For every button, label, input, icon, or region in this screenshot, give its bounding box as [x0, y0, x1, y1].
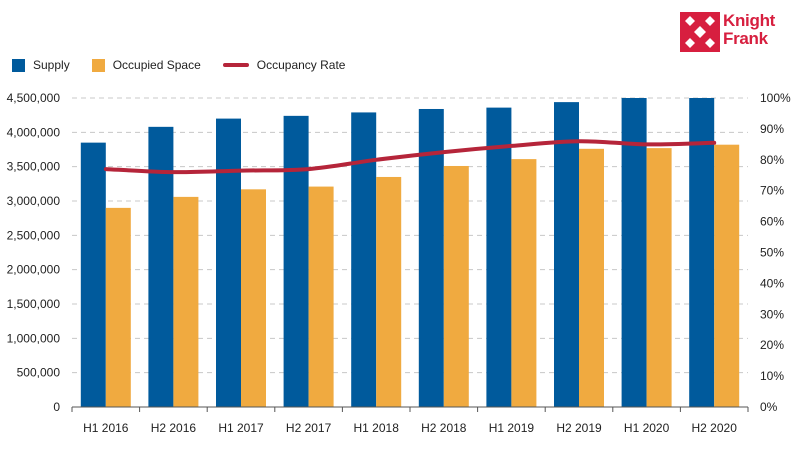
- line-occupancy-rate: [103, 139, 717, 175]
- bar-supply: [351, 112, 377, 408]
- bar-supply: [80, 142, 106, 407]
- bar-occupied-space: [714, 144, 740, 407]
- y-left-tick-label: 1,500,000: [7, 297, 61, 311]
- logo-line-1: Knight: [723, 11, 776, 30]
- bar-supply: [418, 108, 444, 407]
- legend-swatch-occupancy-rate: [222, 63, 249, 67]
- y-right-tick-label: 90%: [760, 122, 784, 136]
- y-left-tick-label: 500,000: [17, 366, 61, 380]
- logo-wordmark: Knight Frank: [723, 12, 775, 48]
- bar-supply: [689, 98, 715, 407]
- legend-swatch-supply: [12, 58, 25, 72]
- x-tick-label: H2 2017: [286, 421, 332, 435]
- bar-supply: [283, 115, 309, 407]
- y-right-tick-label: 10%: [760, 369, 784, 383]
- y-right-tick-label: 0%: [760, 400, 778, 414]
- legend-item-occupancy-rate: Occupancy Rate: [222, 58, 346, 72]
- y-right-tick-label: 100%: [760, 91, 791, 105]
- legend-label-supply: Supply: [33, 58, 70, 72]
- x-tick-label: H1 2018: [354, 421, 400, 435]
- bar-occupied-space: [105, 207, 131, 407]
- bar-supply: [621, 98, 647, 407]
- legend-label-occupancy-rate: Occupancy Rate: [256, 58, 346, 72]
- bar-occupied-space: [443, 165, 469, 407]
- x-tick-label: H1 2019: [489, 421, 535, 435]
- y-left-tick-label: 3,000,000: [7, 194, 61, 208]
- y-right-tick-label: 50%: [760, 246, 784, 260]
- x-tick-label: H1 2016: [83, 421, 129, 435]
- y-right-tick-label: 40%: [760, 276, 784, 290]
- bar-supply: [554, 102, 579, 408]
- knight-frank-logo-icon: [680, 12, 720, 52]
- bar-supply: [216, 118, 241, 407]
- y-left-tick-label: 4,500,000: [7, 91, 61, 105]
- bar-occupied-space: [376, 176, 402, 407]
- bar-occupied-space: [646, 148, 672, 408]
- y-left-tick-label: 3,500,000: [7, 160, 61, 174]
- bar-occupied-space: [579, 148, 604, 407]
- chart-legend: Supply Occupied Space Occupancy Rate: [12, 58, 367, 72]
- x-tick-label: H2 2016: [151, 421, 197, 435]
- y-left-tick-label: 4,000,000: [7, 125, 61, 139]
- logo-line-2: Frank: [723, 29, 768, 48]
- y-left-tick-label: 2,500,000: [7, 228, 61, 242]
- bar-supply: [486, 107, 512, 407]
- bar-occupied-space: [308, 186, 334, 407]
- bar-occupied-space: [511, 159, 537, 407]
- legend-label-occupied-space: Occupied Space: [112, 58, 201, 72]
- bar-supply: [148, 126, 174, 407]
- y-left-tick-label: 0: [53, 400, 60, 414]
- knight-frank-logo: Knight Frank: [680, 12, 775, 52]
- y-right-tick-label: 30%: [760, 307, 784, 321]
- x-tick-label: H1 2017: [218, 421, 264, 435]
- y-left-tick-label: 2,000,000: [7, 263, 61, 277]
- bar-occupied-space: [241, 189, 266, 407]
- bar-occupied-space: [173, 196, 199, 407]
- x-tick-label: H2 2018: [421, 421, 467, 435]
- legend-swatch-occupied-space: [91, 58, 105, 72]
- legend-item-supply: Supply: [12, 58, 70, 72]
- x-tick-label: H2 2020: [692, 421, 738, 435]
- y-right-tick-label: 70%: [760, 184, 784, 198]
- y-left-tick-label: 1,000,000: [7, 331, 61, 345]
- legend-item-occupied-space: Occupied Space: [91, 58, 201, 72]
- x-tick-label: H1 2020: [624, 421, 670, 435]
- x-tick-label: H2 2019: [556, 421, 602, 435]
- y-right-tick-label: 60%: [760, 215, 784, 229]
- y-right-tick-label: 80%: [760, 153, 784, 167]
- y-right-tick-label: 20%: [760, 338, 784, 352]
